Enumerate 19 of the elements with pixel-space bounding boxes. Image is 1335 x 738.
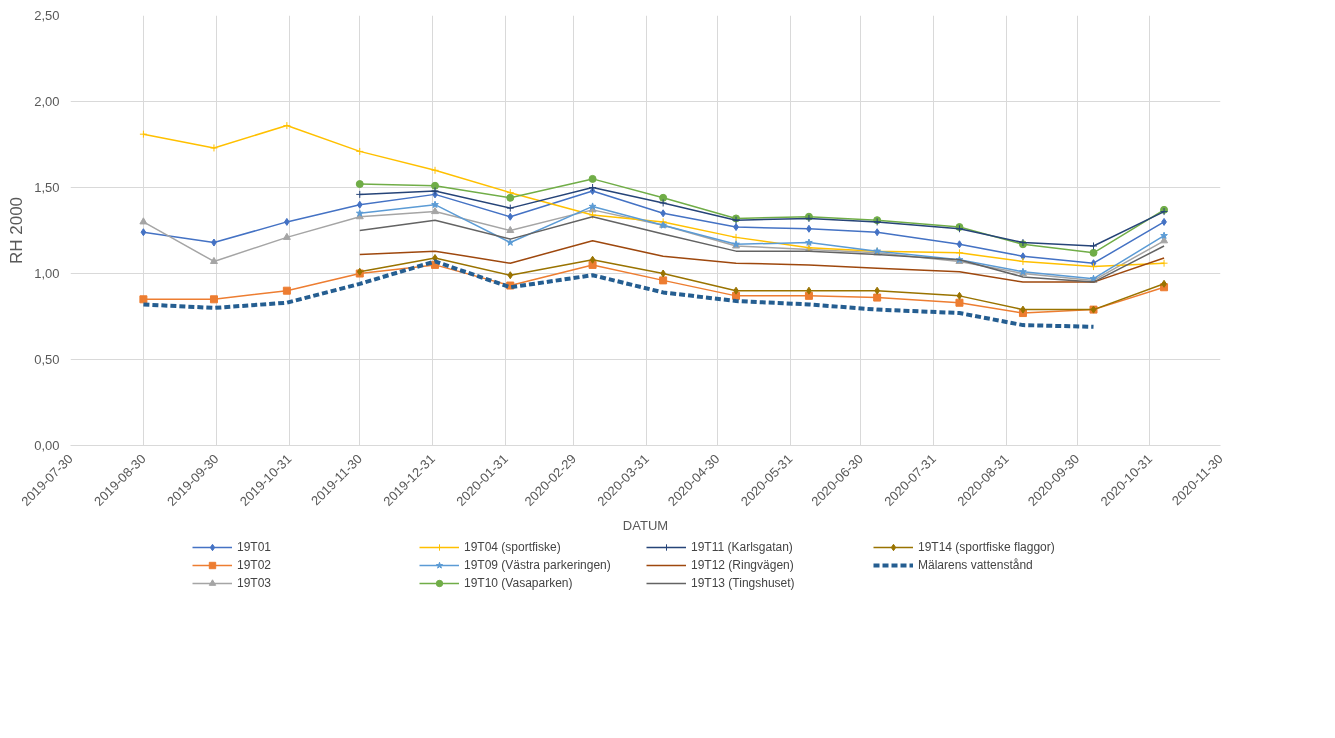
y-tick-label: 1,50 bbox=[34, 180, 60, 195]
y-tick-label: 1,00 bbox=[34, 266, 60, 281]
legend-label: 19T12 (Ringvägen) bbox=[691, 557, 795, 573]
legend-label: 19T09 (Västra parkeringen) bbox=[464, 557, 612, 573]
legend-label: 19T10 (Vasaparken) bbox=[464, 575, 574, 591]
legend-label: 19T02 bbox=[237, 557, 273, 573]
y-tick-label: 2,50 bbox=[34, 8, 60, 23]
y-tick-label: 0,00 bbox=[34, 438, 60, 453]
y-axis-title: RH 2000 bbox=[7, 196, 27, 265]
legend-label: 19T04 (sportfiske) bbox=[464, 539, 562, 555]
x-axis-title: DATUM bbox=[622, 517, 669, 533]
legend-label: 19T13 (Tingshuset) bbox=[691, 575, 796, 591]
legend-label: 19T01 bbox=[237, 539, 273, 555]
legend-label: 19T11 (Karlsgatan) bbox=[691, 539, 794, 555]
legend-label: Mälarens vattenstånd bbox=[918, 557, 1034, 573]
y-tick-label: 2,00 bbox=[34, 94, 60, 109]
legend-label: 19T14 (sportfiske flaggor) bbox=[918, 539, 1056, 555]
y-tick-label: 0,50 bbox=[34, 352, 60, 367]
legend-label: 19T03 bbox=[237, 575, 273, 591]
